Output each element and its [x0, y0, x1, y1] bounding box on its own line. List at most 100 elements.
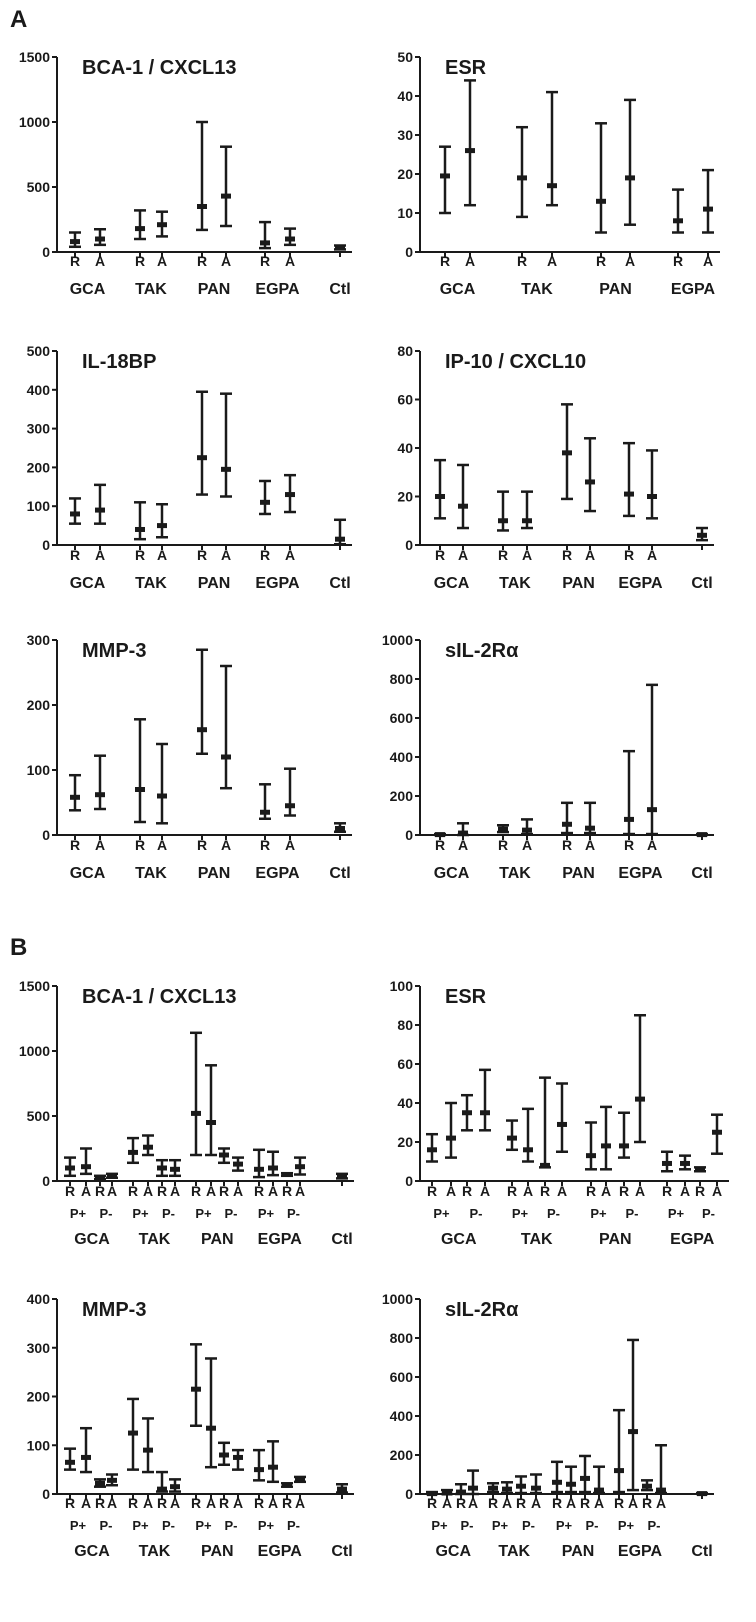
b2-y-tick-label: 80 [397, 1017, 413, 1033]
b3-x-tick-label: A [81, 1495, 91, 1511]
b1-x-tick-label: A [268, 1183, 278, 1199]
a3-median-mark [70, 511, 80, 517]
b4-y-tick-label: 600 [390, 1369, 414, 1385]
b4-x-tick-label: R [642, 1495, 652, 1511]
b4-sub-label: P- [586, 1518, 599, 1533]
a2-median-mark [673, 218, 683, 224]
b4-x-tick-label: R [552, 1495, 562, 1511]
b3-group-label: GCA [74, 1543, 110, 1560]
b3-x-tick-label: A [107, 1495, 117, 1511]
a3-x-tick-label: R [70, 547, 80, 563]
a1-x-tick-label: R [197, 253, 207, 269]
b3-sub-label: P- [100, 1518, 113, 1533]
b1-median-mark [81, 1164, 91, 1170]
a5-x-tick-label: A [221, 837, 231, 853]
a1-y-tick-label: 0 [42, 244, 50, 260]
b1-group-label: EGPA [258, 1231, 303, 1248]
a5-median-mark [221, 754, 231, 760]
a6-x-tick-label: R [498, 837, 508, 853]
b4-title: sIL-2Rα [445, 1299, 519, 1321]
b2-group-label: EGPA [670, 1231, 715, 1248]
b1-x-tick-label: A [107, 1183, 117, 1199]
a3-x-tick-label: A [285, 547, 295, 563]
a3-group-label: GCA [70, 575, 106, 592]
a1-x-tick-label: A [95, 253, 105, 269]
b2-sub-label: P- [626, 1206, 639, 1221]
b1-median-mark [157, 1165, 167, 1171]
b4-sub-label: P+ [492, 1518, 509, 1533]
a4-x-tick-label: R [435, 547, 445, 563]
a5-group-label: GCA [70, 865, 106, 882]
a2-median-mark [517, 175, 527, 181]
a5-y-tick-label: 200 [27, 697, 51, 713]
b3-median-mark [191, 1386, 201, 1392]
a5-median-mark [335, 826, 345, 831]
a1-x-tick-label: A [285, 253, 295, 269]
a6-y-tick-label: 400 [390, 749, 414, 765]
b4-group-label: TAK [498, 1543, 530, 1560]
b4-median-mark [488, 1485, 498, 1491]
b3-sub-label: P+ [258, 1518, 275, 1533]
a6-group-label: Ctl [691, 865, 712, 882]
b1-x-tick-label: R [254, 1183, 264, 1199]
a3-y-tick-label: 400 [27, 382, 51, 398]
b3-y-tick-label: 100 [27, 1437, 51, 1453]
b2-median-mark [586, 1153, 596, 1159]
b1-x-tick-label: A [295, 1183, 305, 1199]
b3-title: MMP-3 [82, 1299, 146, 1321]
b2-x-tick-label: A [523, 1183, 533, 1199]
b1-sub-label: P+ [195, 1206, 212, 1221]
a1-x-tick-label: R [135, 253, 145, 269]
b1-sub-label: P- [287, 1206, 300, 1221]
b4-median-mark [642, 1483, 652, 1489]
b3-sub-label: P+ [132, 1518, 149, 1533]
b1-sub-label: P+ [258, 1206, 275, 1221]
a2-median-mark [547, 183, 557, 189]
b3-group-label: PAN [201, 1543, 234, 1560]
b2-x-tick-label: R [507, 1183, 517, 1199]
b4-median-mark [628, 1429, 638, 1435]
b3-sub-label: P- [287, 1518, 300, 1533]
a5-x-tick-label: A [157, 837, 167, 853]
a3-group-label: EGPA [255, 575, 300, 592]
a3-median-mark [335, 536, 345, 542]
a5-median-mark [135, 787, 145, 792]
b1-x-tick-label: R [95, 1183, 105, 1199]
a1-median-mark [335, 244, 345, 250]
b3-sub-label: P- [225, 1518, 238, 1533]
b4-x-tick-label: A [656, 1495, 666, 1511]
b1-x-tick-label: R [157, 1183, 167, 1199]
b4-x-tick-label: A [502, 1495, 512, 1511]
b3-median-mark [95, 1480, 105, 1486]
b4-median-mark [456, 1489, 466, 1495]
a4-median-mark [585, 479, 595, 485]
b1-sub-label: P- [162, 1206, 175, 1221]
a6-x-tick-label: R [562, 837, 572, 853]
b1-median-mark [206, 1120, 216, 1125]
b1-median-mark [295, 1164, 305, 1170]
b4-median-mark [502, 1486, 512, 1492]
a3-y-tick-label: 500 [27, 343, 51, 359]
a4-group-label: Ctl [691, 575, 712, 592]
a5-title: MMP-3 [82, 640, 146, 662]
b4-sub-label: P+ [618, 1518, 635, 1533]
b1-title: BCA-1 / CXCL13 [82, 986, 236, 1008]
b2-x-tick-label: R [586, 1183, 596, 1199]
b2-y-tick-label: 40 [397, 1095, 413, 1111]
a6-median-mark [522, 827, 532, 833]
b1-y-tick-label: 1500 [19, 978, 50, 994]
b2-median-mark [523, 1147, 533, 1153]
b1-x-tick-label: A [81, 1183, 91, 1199]
panel-label-a: A [10, 6, 28, 33]
a6-median-mark [585, 825, 595, 831]
b3-x-tick-label: R [219, 1495, 229, 1511]
b4-median-mark [442, 1490, 452, 1496]
b2-title: ESR [445, 986, 487, 1008]
b4-x-tick-label: R [580, 1495, 590, 1511]
a4-y-tick-label: 80 [397, 343, 413, 359]
b1-x-tick-label: A [233, 1183, 243, 1199]
b4-x-tick-label: R [614, 1495, 624, 1511]
a5-x-tick-label: R [260, 837, 270, 853]
a2-x-tick-label: A [547, 253, 557, 269]
a4-x-tick-label: A [585, 547, 595, 563]
